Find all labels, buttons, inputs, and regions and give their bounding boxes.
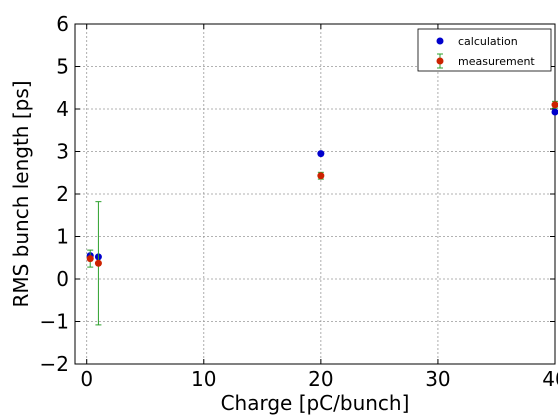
x-tick-label: 40 xyxy=(542,367,558,391)
calculation-point xyxy=(317,150,325,158)
y-tick-label: 5 xyxy=(56,55,69,79)
y-tick-label: −2 xyxy=(40,352,69,376)
x-tick-label: 10 xyxy=(191,367,216,391)
y-tick-label: 4 xyxy=(56,97,69,121)
x-tick-label: 20 xyxy=(308,367,333,391)
data-marks xyxy=(86,100,558,326)
x-tick-label: 0 xyxy=(80,367,93,391)
calculation-point xyxy=(551,108,558,116)
y-tick-label: 1 xyxy=(56,225,69,249)
tick-labels: 0 10 20 30 40 −2 −1 0 1 2 3 4 5 6 xyxy=(40,12,558,391)
axis-ticks xyxy=(75,23,556,365)
y-tick-label: −1 xyxy=(40,310,69,334)
x-axis-label: Charge [pC/bunch] xyxy=(221,391,410,415)
measurement-point xyxy=(86,255,94,263)
y-tick-label: 3 xyxy=(56,140,69,164)
x-tick-label: 30 xyxy=(425,367,450,391)
legend-calculation-marker xyxy=(436,37,444,45)
y-axis-label: RMS bunch length [ps] xyxy=(9,80,33,307)
grid-lines xyxy=(75,23,556,365)
y-tick-label: 6 xyxy=(56,12,69,36)
legend: calculation measurement xyxy=(417,28,552,72)
legend-measurement-label: measurement xyxy=(458,55,535,68)
y-tick-label: 0 xyxy=(56,267,69,291)
measurement-point xyxy=(94,259,102,267)
legend-calculation-label: calculation xyxy=(458,35,518,48)
measurement-point xyxy=(551,101,558,109)
measurement-point xyxy=(317,172,325,180)
y-tick-label: 2 xyxy=(56,182,69,206)
legend-measurement-marker xyxy=(436,57,444,65)
